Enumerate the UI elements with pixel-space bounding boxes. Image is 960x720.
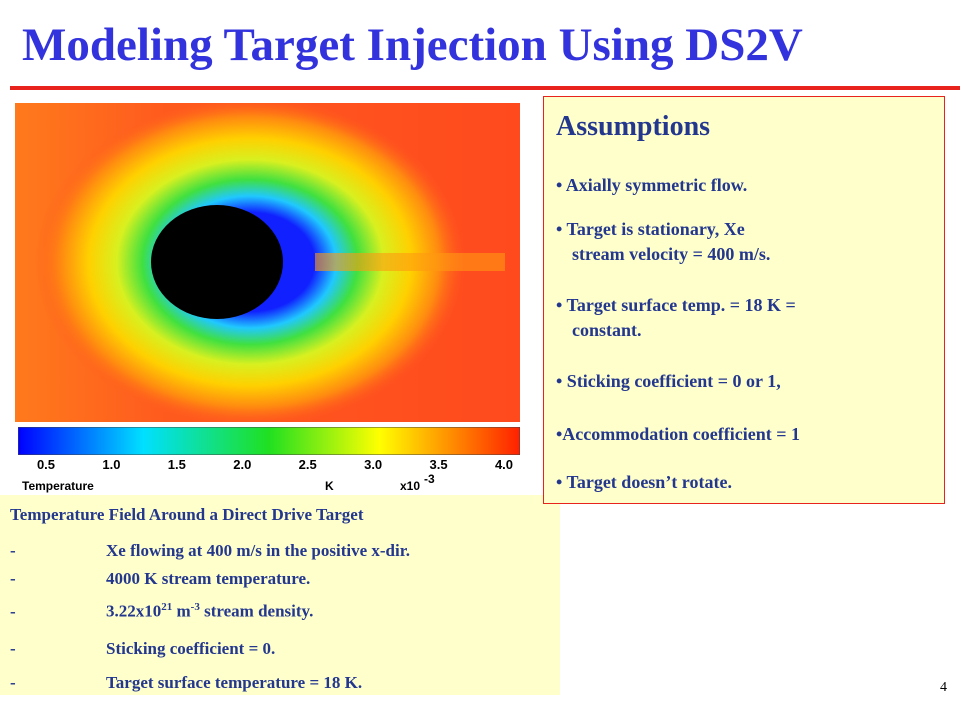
dash: - [10,541,16,560]
caption-row: - 3.22x1021 m-3 stream density. [10,601,313,622]
colorbar-tick: 2.5 [298,457,317,472]
colorbar-scale: x10 -3 [400,472,435,493]
assumption-item: • Target is stationary, Xe stream velocit… [556,217,770,267]
dash: - [10,639,16,658]
superscript: -3 [190,601,200,613]
row-text: Xe flowing at 400 m/s in the positive x-… [106,541,410,560]
caption-row: - Sticking coefficient = 0. [10,639,275,659]
item-line: constant. [572,320,642,340]
item-line: •Accommodation coefficient = 1 [556,424,800,444]
assumption-item: • Target doesn’t rotate. [556,470,732,495]
scale-exponent: -3 [424,472,435,486]
item-line: • Target doesn’t rotate. [556,472,732,492]
colorbar-tick: 3.0 [364,457,383,472]
row-text: stream density. [199,601,314,621]
item-line: • Axially symmetric flow. [556,175,748,195]
assumption-item: • Sticking coefficient = 0 or 1, [556,369,781,394]
dash: - [10,673,16,692]
item-line: • Sticking coefficient = 0 or 1, [556,371,781,391]
temperature-field [15,103,520,422]
caption-row: - 4000 K stream temperature. [10,569,310,589]
caption-row: - Xe flowing at 400 m/s in the positive x… [10,541,410,561]
colorbar-tick: 3.5 [429,457,448,472]
row-text: m [172,601,191,621]
assumptions-title: Assumptions [556,111,711,142]
item-line: stream velocity = 400 m/s. [572,244,771,264]
scale-base: x10 [400,479,421,493]
item-line: • Target is stationary, Xe [556,219,745,239]
slide-title: Modeling Target Injection Using DS2V [22,19,803,71]
assumption-item: • Target surface temp. = 18 K = constant. [556,293,796,343]
title-rule [10,86,960,90]
colorbar-tick: 0.5 [36,457,56,472]
superscript: 21 [161,601,173,613]
colorbar-tick: 1.0 [102,457,121,472]
assumptions-box: Assumptions • Axially symmetric flow. • T… [543,96,945,504]
row-text: 4000 K stream temperature. [106,569,311,588]
item-line: • Target surface temp. = 18 K = [556,295,796,315]
dash: - [10,601,16,621]
caption-row: - Target surface temperature = 18 K. [10,673,362,693]
assumption-item: • Axially symmetric flow. [556,173,747,198]
colorbar [18,427,520,455]
colorbar-label: Temperature [22,479,94,493]
colorbar-tick: 1.5 [167,457,186,472]
page-number: 4 [940,680,947,695]
colorbar-tick: 2.0 [233,457,252,472]
row-text: Target surface temperature = 18 K. [106,673,363,692]
assumption-item: •Accommodation coefficient = 1 [556,422,800,447]
colorbar-tick: 4.0 [494,457,514,472]
caption-box: Temperature Field Around a Direct Drive … [0,495,560,695]
row-text: 3.22x10 [106,601,162,621]
dash: - [10,569,16,588]
colorbar-unit: K [325,479,334,493]
row-text: Sticking coefficient = 0. [106,639,276,658]
caption-title: Temperature Field Around a Direct Drive … [10,505,364,524]
